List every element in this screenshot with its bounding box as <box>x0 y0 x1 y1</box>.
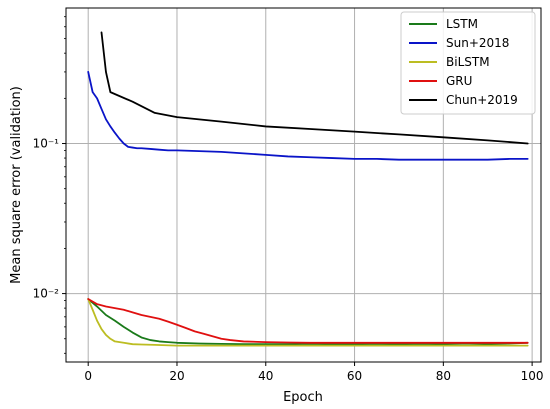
plot-frame <box>65 7 542 363</box>
x-tick-label: 100 <box>521 369 544 383</box>
y-axis-label: Mean square error (validation) <box>9 86 24 284</box>
y-tick-label: 10⁻² <box>33 287 60 301</box>
legend-label-bilstm: BiLSTM <box>446 55 490 69</box>
series-line-gru <box>87 298 529 344</box>
y-axis: 10⁻² 10⁻¹ <box>33 16 66 354</box>
legend-label-lstm: LSTM <box>446 17 478 31</box>
x-tick-label: 80 <box>436 369 451 383</box>
grid <box>66 8 541 362</box>
x-tick-label: 0 <box>84 369 92 383</box>
x-tick-label: 40 <box>258 369 273 383</box>
series-line-lstm <box>87 298 529 346</box>
x-axis: 0 20 40 60 80 100 <box>84 362 544 383</box>
x-tick-label: 20 <box>169 369 184 383</box>
x-axis-label: Epoch <box>283 390 323 405</box>
legend: LSTM Sun+2018 BiLSTM GRU Chun+2019 <box>400 11 536 115</box>
series-line-bilstm <box>87 298 529 347</box>
legend-label-chun-2019: Chun+2019 <box>446 93 518 107</box>
series-line-sun-2018 <box>87 71 529 161</box>
x-tick-label: 60 <box>347 369 362 383</box>
legend-label-sun-2018: Sun+2018 <box>446 36 509 50</box>
series-layer <box>87 31 529 347</box>
legend-label-gru: GRU <box>446 74 472 88</box>
series-line-chun-2019 <box>100 31 529 145</box>
y-tick-label: 10⁻¹ <box>33 137 60 151</box>
legend-box <box>400 11 536 115</box>
